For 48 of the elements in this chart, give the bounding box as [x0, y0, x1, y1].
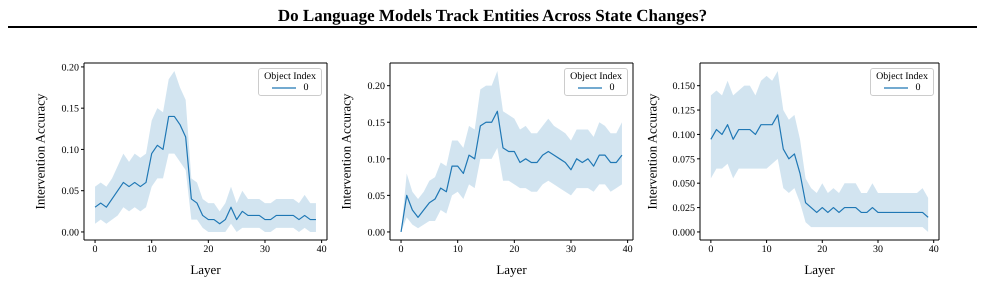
line-series: [94, 116, 317, 224]
x-tick-label: 40: [622, 244, 633, 256]
y-tick-label: 0.050: [672, 178, 695, 190]
x-tick-label: 0: [92, 244, 98, 256]
y-tick-label: 0.025: [672, 203, 695, 214]
y-tick-label: 0.10: [368, 154, 385, 166]
x-tick-label: 0: [398, 244, 404, 256]
legend-title: Object Index: [876, 71, 928, 82]
text: Do Language Models Track Entities Across State Changes?: [8, 6, 977, 28]
x-tick-label: 10: [762, 244, 772, 256]
y-tick-label: 0.00: [62, 228, 79, 239]
y-tick-label: 0.05: [368, 190, 385, 202]
y-tick-label: 0.15: [62, 104, 79, 115]
y-tick-label: 0.15: [368, 118, 385, 129]
y-tick-label: 0.000: [672, 228, 695, 239]
y-tick-label: 0.075: [672, 154, 695, 166]
legend-label: 0: [916, 82, 921, 93]
x-tick-label: 40: [928, 244, 939, 256]
x-tick-label: 30: [872, 244, 883, 256]
y-axis-title: Intervention Accuracy: [338, 93, 354, 210]
y-tick-label: 0.05: [62, 186, 79, 198]
x-tick-label: 20: [817, 244, 828, 256]
y-tick-label: 0.10: [62, 144, 79, 156]
x-tick-label: 20: [203, 244, 214, 256]
x-tick-label: 30: [260, 244, 270, 256]
y-tick-label: 0.00: [368, 228, 385, 239]
legend-title: Object Index: [570, 71, 622, 82]
x-tick-label: 40: [316, 244, 327, 256]
x-tick-label: 20: [509, 244, 520, 256]
legend-label: 0: [610, 82, 615, 93]
x-tick-label: 30: [566, 244, 576, 256]
y-tick-label: 0.20: [62, 62, 79, 74]
y-tick-label: 0.150: [672, 81, 695, 92]
y-tick-label: 0.20: [368, 81, 385, 92]
x-tick-label: 10: [146, 244, 157, 256]
line-series: [400, 110, 623, 233]
x-tick-label: 0: [708, 244, 714, 256]
y-axis-title: Intervention Accuracy: [644, 93, 660, 210]
y-tick-label: 0.125: [672, 106, 695, 117]
y-tick-label: 0.100: [672, 130, 695, 141]
x-axis-title: Layer: [496, 262, 528, 277]
x-tick-label: 10: [452, 244, 463, 256]
legend-title: Object Index: [264, 71, 316, 82]
line-series: [710, 114, 929, 218]
y-axis-title: Intervention Accuracy: [32, 93, 48, 210]
x-axis-title: Layer: [804, 262, 836, 277]
legend-label: 0: [304, 82, 309, 93]
x-axis-title: Layer: [190, 262, 222, 277]
